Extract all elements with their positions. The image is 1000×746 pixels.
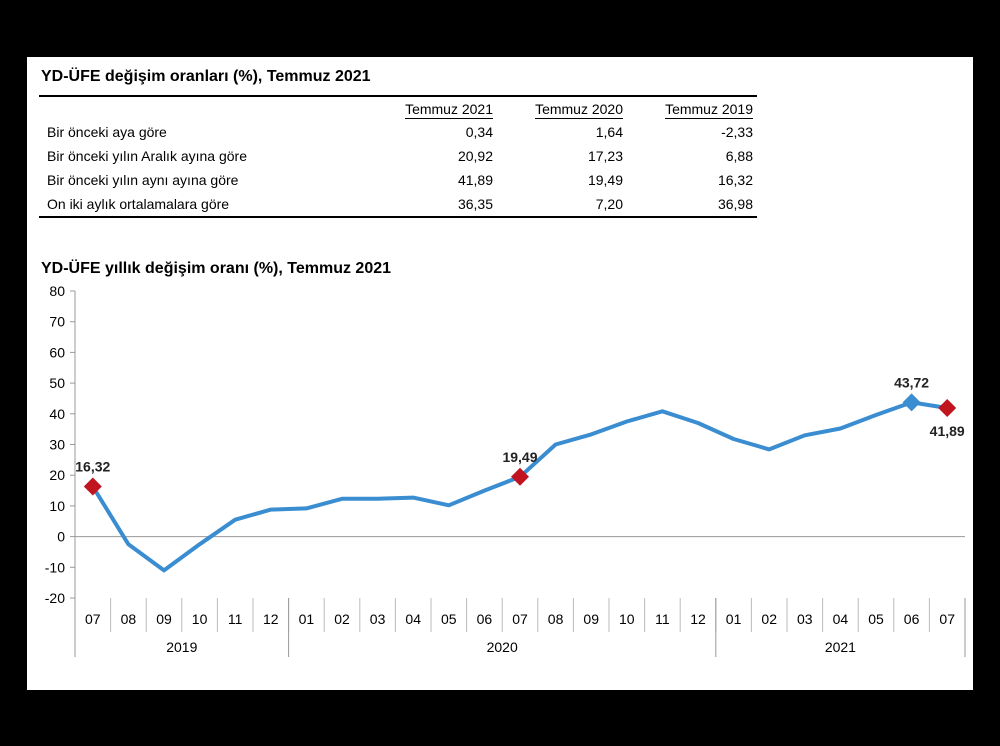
table-row: Bir önceki yılın Aralık ayına göre 20,92… (39, 144, 757, 168)
x-tick-label: 03 (370, 611, 386, 627)
rates-table: Temmuz 2021 Temmuz 2020 Temmuz 2019 Bir … (39, 95, 757, 218)
y-tick-label: 50 (49, 375, 65, 391)
data-point-marker (511, 467, 529, 486)
x-tick-label: 06 (477, 611, 493, 627)
data-point-marker (902, 393, 921, 412)
data-label: 43,72 (894, 374, 929, 390)
x-tick-label: 08 (548, 611, 564, 627)
cell: 16,32 (717, 172, 753, 188)
x-tick-label: 10 (619, 611, 635, 627)
group-label: 2020 (487, 639, 518, 655)
series-line (91, 400, 948, 573)
x-tick-label: 08 (121, 611, 137, 627)
y-tick-label: 0 (57, 529, 65, 545)
cell: 1,64 (595, 124, 623, 140)
x-tick-label: 10 (192, 611, 208, 627)
group-label: 2019 (166, 639, 197, 655)
x-tick-label: 01 (726, 611, 742, 627)
table-header-row: Temmuz 2021 Temmuz 2020 Temmuz 2019 (39, 96, 757, 120)
cell: -2,33 (721, 124, 753, 140)
y-tick-label: 70 (49, 314, 65, 330)
x-tick-label: 07 (85, 611, 101, 627)
header-col-1: Temmuz 2021 (405, 101, 493, 119)
cell: 0,34 (465, 124, 493, 140)
row-label: Bir önceki yılın Aralık ayına göre (47, 148, 247, 164)
x-tick-label: 04 (833, 611, 849, 627)
report-panel: YD-ÜFE değişim oranları (%), Temmuz 2021… (27, 57, 973, 690)
table-row: Bir önceki aya göre 0,34 1,64 -2,33 (39, 120, 757, 144)
x-tick-label: 07 (939, 611, 955, 627)
y-tick-label: 60 (49, 344, 65, 360)
chart-title: YD-ÜFE yıllık değişim oranı (%), Temmuz … (41, 260, 392, 277)
data-point-marker (83, 477, 102, 496)
cell: 6,88 (725, 148, 753, 164)
y-tick-label: 40 (49, 406, 65, 422)
x-tick-label: 04 (405, 611, 421, 627)
x-tick-label: 03 (797, 611, 813, 627)
y-tick-label: 10 (49, 498, 65, 514)
table-row: On iki aylık ortalamalara göre 36,35 7,2… (39, 192, 757, 217)
y-tick-label: -20 (45, 590, 65, 606)
y-tick-label: 80 (49, 283, 65, 299)
table-row: Bir önceki yılın aynı ayına göre 41,89 1… (39, 168, 757, 192)
x-tick-label: 09 (583, 611, 599, 627)
x-tick-label: 02 (761, 611, 777, 627)
data-label: 19,49 (502, 449, 537, 465)
row-label: On iki aylık ortalamalara göre (47, 196, 230, 212)
data-label: 41,89 (930, 423, 965, 439)
data-label: 16,32 (75, 458, 110, 474)
row-label: Bir önceki yılın aynı ayına göre (47, 172, 239, 188)
x-tick-label: 05 (868, 611, 884, 627)
cell: 19,49 (587, 172, 623, 188)
y-tick-label: 20 (49, 467, 65, 483)
header-col-2: Temmuz 2020 (535, 101, 623, 119)
table-title: YD-ÜFE değişim oranları (%), Temmuz 2021 (41, 68, 371, 85)
y-tick-label: -10 (45, 559, 65, 575)
x-tick-label: 05 (441, 611, 457, 627)
x-tick-label: 12 (263, 611, 279, 627)
data-point-marker (938, 398, 957, 417)
x-tick-label: 11 (655, 611, 670, 627)
x-tick-label: 09 (156, 611, 172, 627)
cell: 17,23 (587, 148, 623, 164)
x-tick-label: 06 (904, 611, 920, 627)
cell: 7,20 (595, 196, 623, 212)
x-tick-label: 11 (228, 611, 243, 627)
header-col-3: Temmuz 2019 (665, 101, 753, 119)
cell: 20,92 (457, 148, 493, 164)
row-label: Bir önceki aya göre (47, 124, 167, 140)
x-tick-label: 12 (690, 611, 706, 627)
group-label: 2021 (825, 639, 856, 655)
x-tick-label: 02 (334, 611, 350, 627)
y-tick-label: 30 (49, 437, 65, 453)
cell: 41,89 (457, 172, 493, 188)
x-tick-label: 01 (299, 611, 315, 627)
cell: 36,98 (717, 196, 753, 212)
cell: 36,35 (457, 196, 493, 212)
x-tick-label: 07 (512, 611, 528, 627)
